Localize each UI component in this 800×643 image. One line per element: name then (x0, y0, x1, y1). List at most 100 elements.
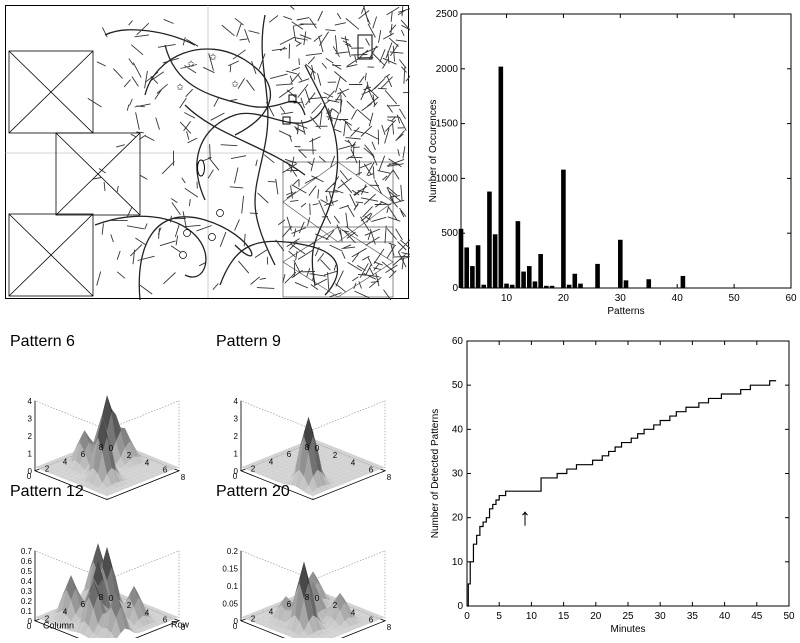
surface-cell (134, 472, 143, 477)
surface-cell (250, 469, 259, 473)
surface-cell (340, 451, 349, 455)
surface-xtick-label: 8 (99, 443, 104, 452)
surface-cell (66, 575, 76, 600)
surface-cell (322, 629, 331, 634)
hist-xtick-label: 50 (729, 293, 741, 304)
surface-cell (362, 617, 372, 621)
surface-xtick-label: 4 (269, 607, 274, 616)
surface-cell (48, 463, 58, 468)
surface-cell (57, 610, 67, 624)
surface-cell (98, 452, 107, 484)
surface-title: Pattern 6 (10, 333, 75, 350)
hist-bar (561, 169, 566, 288)
surface-cell (66, 478, 76, 482)
surface-cell (281, 463, 291, 468)
surface-cell (344, 603, 354, 618)
surface-cell (93, 543, 103, 574)
surface-cell (57, 466, 67, 471)
surface-ztick-label: 4 (234, 397, 239, 406)
surface-cell (147, 467, 157, 471)
surface-cell (161, 619, 170, 623)
surface-cell (116, 414, 125, 432)
surface-cell (138, 453, 148, 459)
surface-xtick-label: 4 (63, 607, 68, 616)
surface-cell (250, 611, 259, 616)
surface-cell (120, 470, 130, 475)
surface-cell (156, 620, 166, 625)
surface-cell (322, 587, 331, 601)
surface-cell (129, 481, 139, 486)
surface-cell (120, 476, 130, 481)
surface-cell (48, 611, 58, 620)
surface-cell (89, 608, 98, 634)
arena-panel: ✩ ✩ ✩ ✩ (5, 1, 415, 304)
surface-cell (326, 460, 336, 464)
arena-object-cross (8, 50, 94, 134)
surface-cell (286, 472, 295, 476)
surface-cell (326, 627, 336, 632)
surface-cell (362, 610, 372, 614)
hist-xlabel: Patterns (607, 306, 644, 317)
surface-cell (75, 476, 85, 481)
surface-cell (66, 469, 76, 475)
surface-xtick-label: 0 (233, 472, 238, 481)
surface-cell (156, 617, 166, 621)
surface-cell (308, 583, 318, 619)
hist-xtick-label: 40 (672, 293, 684, 304)
surface-cell (66, 621, 76, 628)
cum-ytick-label: 10 (452, 557, 464, 568)
surface-cell (322, 469, 331, 473)
surface-cell (75, 605, 85, 627)
surface-cell (358, 458, 367, 462)
surface-cell (349, 469, 358, 473)
surface-cell (116, 481, 125, 487)
surface-cell (326, 463, 336, 468)
surface-cell (331, 602, 340, 622)
surface-cell (308, 615, 318, 634)
surface-cell (353, 613, 363, 617)
surface-cell (317, 582, 327, 600)
surface-cell (152, 622, 161, 627)
surface-cell (254, 610, 264, 614)
hist-ytick-label: 0 (452, 283, 458, 294)
surface-cell (358, 469, 367, 473)
surface-cell (120, 485, 130, 489)
surface-cell (80, 597, 89, 624)
surface-cell (143, 461, 152, 466)
surface-cell (349, 607, 358, 620)
surface-cell (295, 621, 304, 637)
surface-cell (317, 442, 327, 446)
surface-ztick-label: 0.05 (222, 599, 238, 608)
surface-cell (259, 618, 268, 623)
cum-frame (466, 340, 790, 607)
surface-cell (281, 460, 291, 464)
surface-cell (44, 611, 53, 616)
surface-cell (277, 472, 286, 477)
surface-cell (281, 479, 291, 485)
surface-cell (272, 605, 282, 619)
surface-cell (313, 630, 322, 637)
surface-cell (147, 623, 157, 628)
surface-cell (268, 469, 277, 473)
surface-cell (35, 615, 44, 620)
surface-cell (102, 395, 112, 432)
surface-cell (80, 571, 89, 596)
surface-cell (48, 467, 58, 471)
surface-cell (259, 615, 268, 619)
surface-cell (371, 617, 381, 621)
rat-icon (197, 159, 205, 177)
surface-cell (317, 610, 327, 621)
surface-cell (326, 595, 336, 599)
cum-ytick-label: 30 (452, 469, 464, 480)
surface-cell (340, 472, 349, 477)
surface-cell (120, 607, 130, 630)
surface-cell (138, 598, 148, 617)
surface-cell (125, 479, 134, 484)
surface-cell (340, 469, 349, 473)
surface-cell (268, 454, 277, 459)
surface-cell (295, 469, 304, 489)
surface-xtick-label: 6 (287, 600, 292, 609)
surface-cell (272, 602, 282, 607)
surface-cell (259, 622, 268, 627)
surface-cell (165, 617, 175, 621)
